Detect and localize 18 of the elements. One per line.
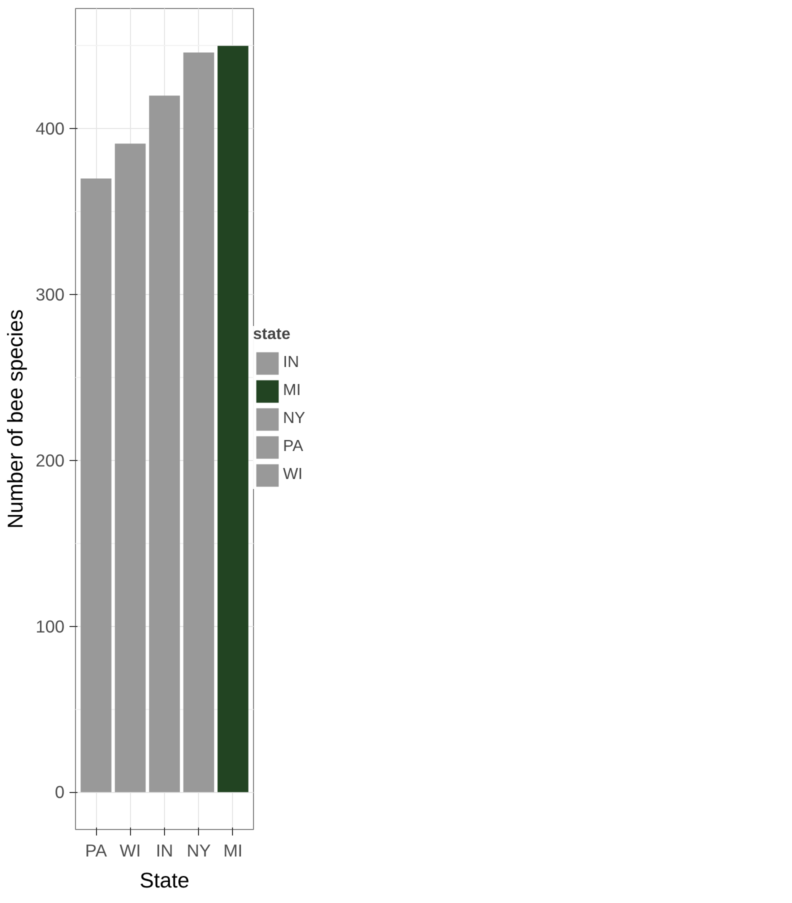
legend-label: WI bbox=[283, 466, 303, 484]
legend-title: state bbox=[253, 326, 292, 344]
legend-label: MI bbox=[283, 382, 302, 400]
y-tick-label: 0 bbox=[54, 782, 65, 802]
y-tick-label: 100 bbox=[36, 616, 65, 636]
x-tick-label: WI bbox=[120, 840, 141, 860]
y-tick-label: 300 bbox=[36, 284, 65, 305]
x-tick-label: IN bbox=[156, 840, 174, 860]
y-tick-label: 200 bbox=[36, 450, 65, 470]
x-tick-label: MI bbox=[223, 840, 243, 860]
legend-label: NY bbox=[283, 410, 306, 428]
x-tick-label: PA bbox=[85, 840, 108, 860]
y-axis-title: Number of bee species bbox=[4, 309, 28, 529]
x-axis-title: State bbox=[140, 868, 190, 892]
legend-label: PA bbox=[283, 438, 304, 456]
legend-label: IN bbox=[283, 354, 300, 372]
y-tick-label: 400 bbox=[36, 118, 65, 139]
x-tick-label: NY bbox=[186, 840, 212, 860]
